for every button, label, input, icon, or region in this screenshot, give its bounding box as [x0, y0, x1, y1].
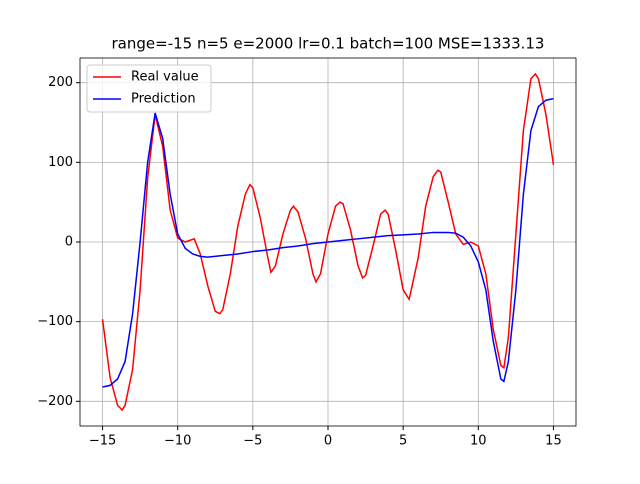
y-tick-label: −200 [37, 394, 73, 409]
chart-title: range=-15 n=5 e=2000 lr=0.1 batch=100 MS… [112, 35, 545, 53]
x-tick-label: −10 [164, 434, 191, 449]
y-tick-label: −100 [37, 314, 73, 329]
legend-label: Real value [131, 70, 199, 85]
x-tick-label: 5 [399, 434, 407, 449]
y-tick-label: 0 [65, 235, 73, 250]
x-tick-label: 15 [545, 434, 562, 449]
x-tick-label: −5 [243, 434, 262, 449]
plot-frame [79, 57, 577, 427]
x-tick-label: −15 [89, 434, 116, 449]
x-tick-label: 10 [470, 434, 487, 449]
series-line [102, 97, 554, 388]
y-tick-label: 200 [48, 75, 73, 90]
y-tick-label: 100 [48, 155, 73, 170]
x-tick-label: 0 [324, 434, 332, 449]
legend-label: Prediction [131, 92, 196, 107]
series-line [101, 72, 555, 412]
